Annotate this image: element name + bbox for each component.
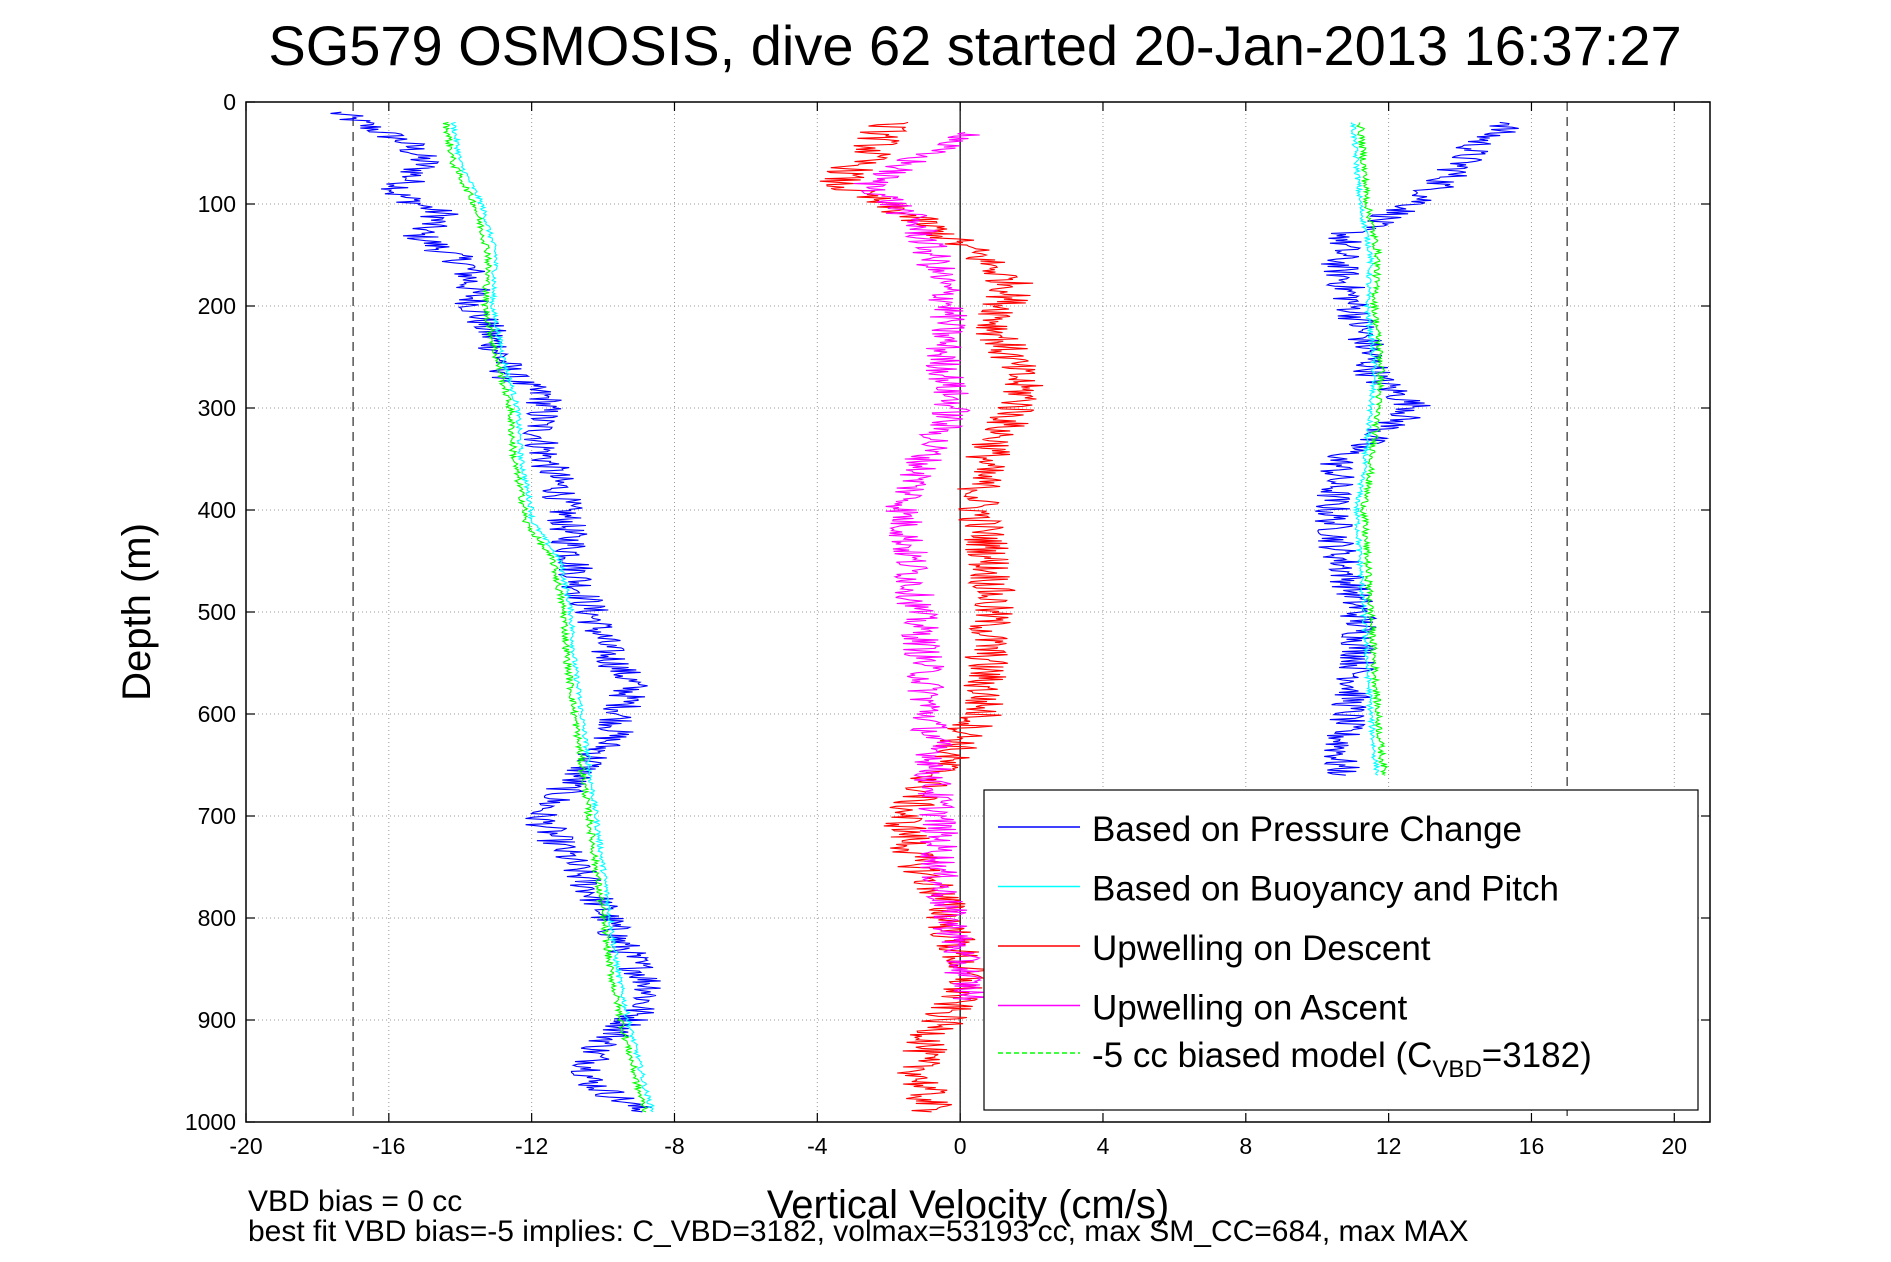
y-tick-label: 300	[198, 395, 236, 421]
y-tick-label: 600	[198, 701, 236, 727]
series-2-ascent-line	[1349, 122, 1381, 776]
series-1-descent-line	[330, 111, 661, 1113]
x-tick-label: -12	[515, 1133, 548, 1159]
footer-line-1: VBD bias = 0 cc	[248, 1185, 462, 1218]
y-tick-label: 0	[223, 89, 236, 115]
x-tick-label: -16	[372, 1133, 405, 1159]
y-axis-label: Depth (m)	[115, 523, 159, 701]
legend-label-1: Based on Pressure Change	[1092, 810, 1522, 849]
legend: Based on Pressure Change Based on Buoyanc…	[983, 789, 1699, 1111]
legend-label-4: Upwelling on Ascent	[1092, 989, 1407, 1028]
series-4-ascent-line	[853, 132, 988, 1001]
series-2-descent-line	[449, 121, 656, 1113]
x-axis-ticks: -20 -16 -12 -8 -4 0 4 8 12 16 20	[229, 102, 1687, 1159]
x-tick-label: 8	[1239, 1133, 1252, 1159]
y-tick-label: 800	[198, 905, 236, 931]
x-tick-label: 0	[954, 1133, 967, 1159]
x-tick-label: -8	[664, 1133, 684, 1159]
legend-box	[983, 789, 1699, 1111]
footer-line-2: best fit VBD bias=-5 implies: C_VBD=3182…	[248, 1215, 1469, 1248]
y-tick-label: 900	[198, 1007, 236, 1033]
legend-label-3: Upwelling on Descent	[1092, 929, 1431, 968]
y-tick-label: 1000	[185, 1109, 236, 1135]
series-5-ascent-line	[1355, 122, 1389, 776]
x-tick-label: 20	[1661, 1133, 1687, 1159]
legend-label-2: Based on Buoyancy and Pitch	[1092, 870, 1559, 909]
y-tick-label: 100	[198, 191, 236, 217]
series-5-descent-line	[442, 121, 648, 1113]
series-traces	[330, 111, 1519, 1113]
x-tick-label: 12	[1376, 1133, 1402, 1159]
y-tick-label: 500	[198, 599, 236, 625]
x-tick-label: 16	[1519, 1133, 1545, 1159]
chart-title: SG579 OSMOSIS, dive 62 started 20-Jan-20…	[268, 14, 1681, 77]
y-axis-ticks: 0 100 200 300 400 500 600 700 800 900 1000	[185, 89, 1710, 1135]
x-tick-label: -20	[229, 1133, 262, 1159]
y-tick-label: 400	[198, 497, 236, 523]
y-tick-label: 700	[198, 803, 236, 829]
x-tick-label: -4	[807, 1133, 828, 1159]
x-axis-label: Vertical Velocity (cm/s)	[767, 1183, 1169, 1227]
y-tick-label: 200	[198, 293, 236, 319]
x-tick-label: 4	[1097, 1133, 1110, 1159]
